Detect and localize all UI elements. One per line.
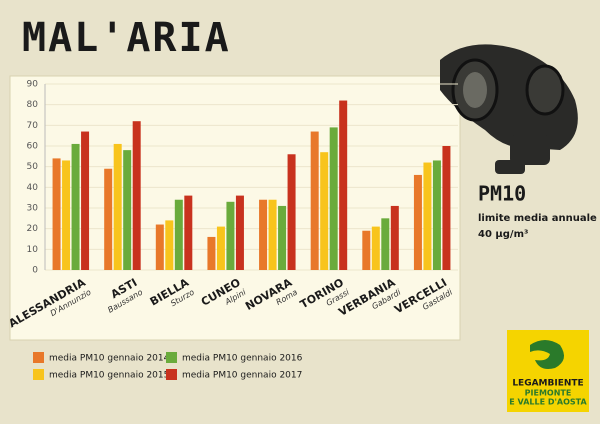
logo-name: LEGAMBIENTE: [512, 379, 583, 389]
legend-label: media PM10 gennaio 2015: [49, 371, 169, 381]
y-tick-label: 20: [27, 224, 39, 234]
legend-swatch: [166, 369, 177, 380]
logo-icon: [530, 340, 564, 369]
legend-label: media PM10 gennaio 2017: [182, 371, 302, 381]
y-tick-label: 10: [27, 245, 39, 255]
bar: [104, 168, 113, 270]
legend-swatch: [166, 352, 177, 363]
bar: [165, 220, 174, 270]
bar: [268, 199, 277, 270]
legend-swatch: [33, 352, 44, 363]
bar: [155, 224, 164, 270]
sidebar-line: 40 µg/m³: [478, 229, 528, 240]
bar: [123, 150, 132, 270]
bar: [71, 143, 80, 270]
bar: [184, 195, 193, 270]
y-tick-label: 40: [27, 183, 39, 193]
bar: [278, 205, 287, 270]
bar: [287, 154, 296, 270]
logo-region: PIEMONTE: [525, 389, 572, 398]
bar: [390, 205, 399, 270]
bar: [113, 143, 122, 270]
bar: [62, 160, 71, 270]
y-tick-label: 50: [27, 162, 39, 172]
gas-mask-icon: [440, 44, 578, 174]
bar: [132, 121, 141, 270]
y-tick-label: 0: [32, 266, 38, 276]
bar: [52, 158, 61, 270]
bar: [371, 226, 380, 270]
bar: [413, 174, 422, 270]
y-tick-label: 70: [27, 121, 39, 131]
y-tick-label: 80: [27, 100, 39, 110]
bar: [442, 146, 451, 270]
bar: [381, 218, 390, 270]
bar: [339, 100, 348, 271]
bar: [320, 152, 329, 270]
legend-label: media PM10 gennaio 2016: [182, 354, 303, 364]
y-tick-label: 60: [27, 142, 39, 152]
bar: [216, 226, 225, 270]
bar: [362, 230, 371, 270]
bar: [423, 162, 432, 270]
bar: [174, 199, 183, 270]
bar: [81, 131, 90, 270]
bar: [329, 127, 338, 271]
bar: [432, 160, 441, 270]
y-tick-label: 30: [27, 204, 39, 214]
logo-region: E VALLE D'AOSTA: [509, 398, 587, 407]
title: MAL'ARIA: [22, 15, 231, 61]
legend-label: media PM10 gennaio 2014: [49, 354, 170, 364]
bar: [235, 195, 244, 270]
bar: [207, 236, 216, 270]
legend-swatch: [33, 369, 44, 380]
bar: [259, 199, 268, 270]
y-tick-label: 90: [27, 80, 39, 90]
bar: [226, 201, 235, 270]
sidebar-title: PM10: [478, 182, 526, 206]
sidebar-line: limite media annuale: [478, 213, 597, 224]
bar: [310, 131, 319, 270]
